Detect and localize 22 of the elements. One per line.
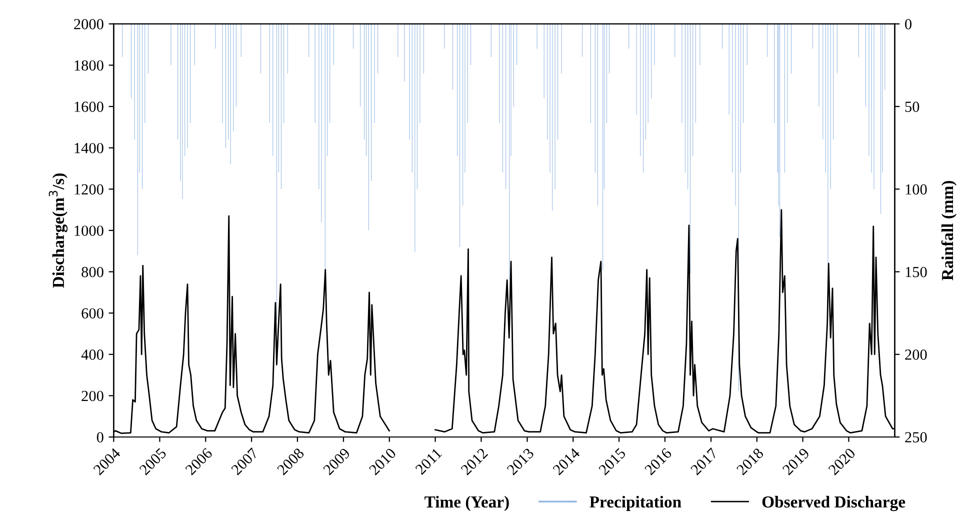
y-tick-label: 200 <box>82 390 104 402</box>
x-axis-title: Time (Year) <box>424 496 509 511</box>
y-tick-label: 800 <box>82 266 104 278</box>
legend-label: Observed Discharge <box>762 496 906 512</box>
y-tick-label: 1200 <box>74 184 104 195</box>
y-axis-title: Discharge(m$^{3}$/s) <box>48 174 68 288</box>
y2-tick-label: 150 <box>906 266 927 278</box>
y2-axis-title: Rainfall (mm) <box>941 180 957 280</box>
y-tick-label: 1600 <box>74 102 104 112</box>
y-tick-label: 2000 <box>74 19 104 30</box>
y-tick-label: 600 <box>82 308 104 319</box>
y-tick-label: 1000 <box>74 226 104 236</box>
legend-label: Precipitation <box>590 496 682 511</box>
y-tick-label: 0 <box>96 432 104 442</box>
y2-tick-label: 0 <box>905 19 912 30</box>
y2-tick-label: 50 <box>905 102 920 112</box>
y-tick-label: 1800 <box>74 60 104 71</box>
y-tick-label: 1400 <box>74 142 104 154</box>
y2-tick-label: 100 <box>906 184 927 195</box>
y-tick-label: 400 <box>81 350 104 360</box>
y2-tick-label: 250 <box>905 432 927 442</box>
y2-tick-label: 200 <box>905 350 927 360</box>
